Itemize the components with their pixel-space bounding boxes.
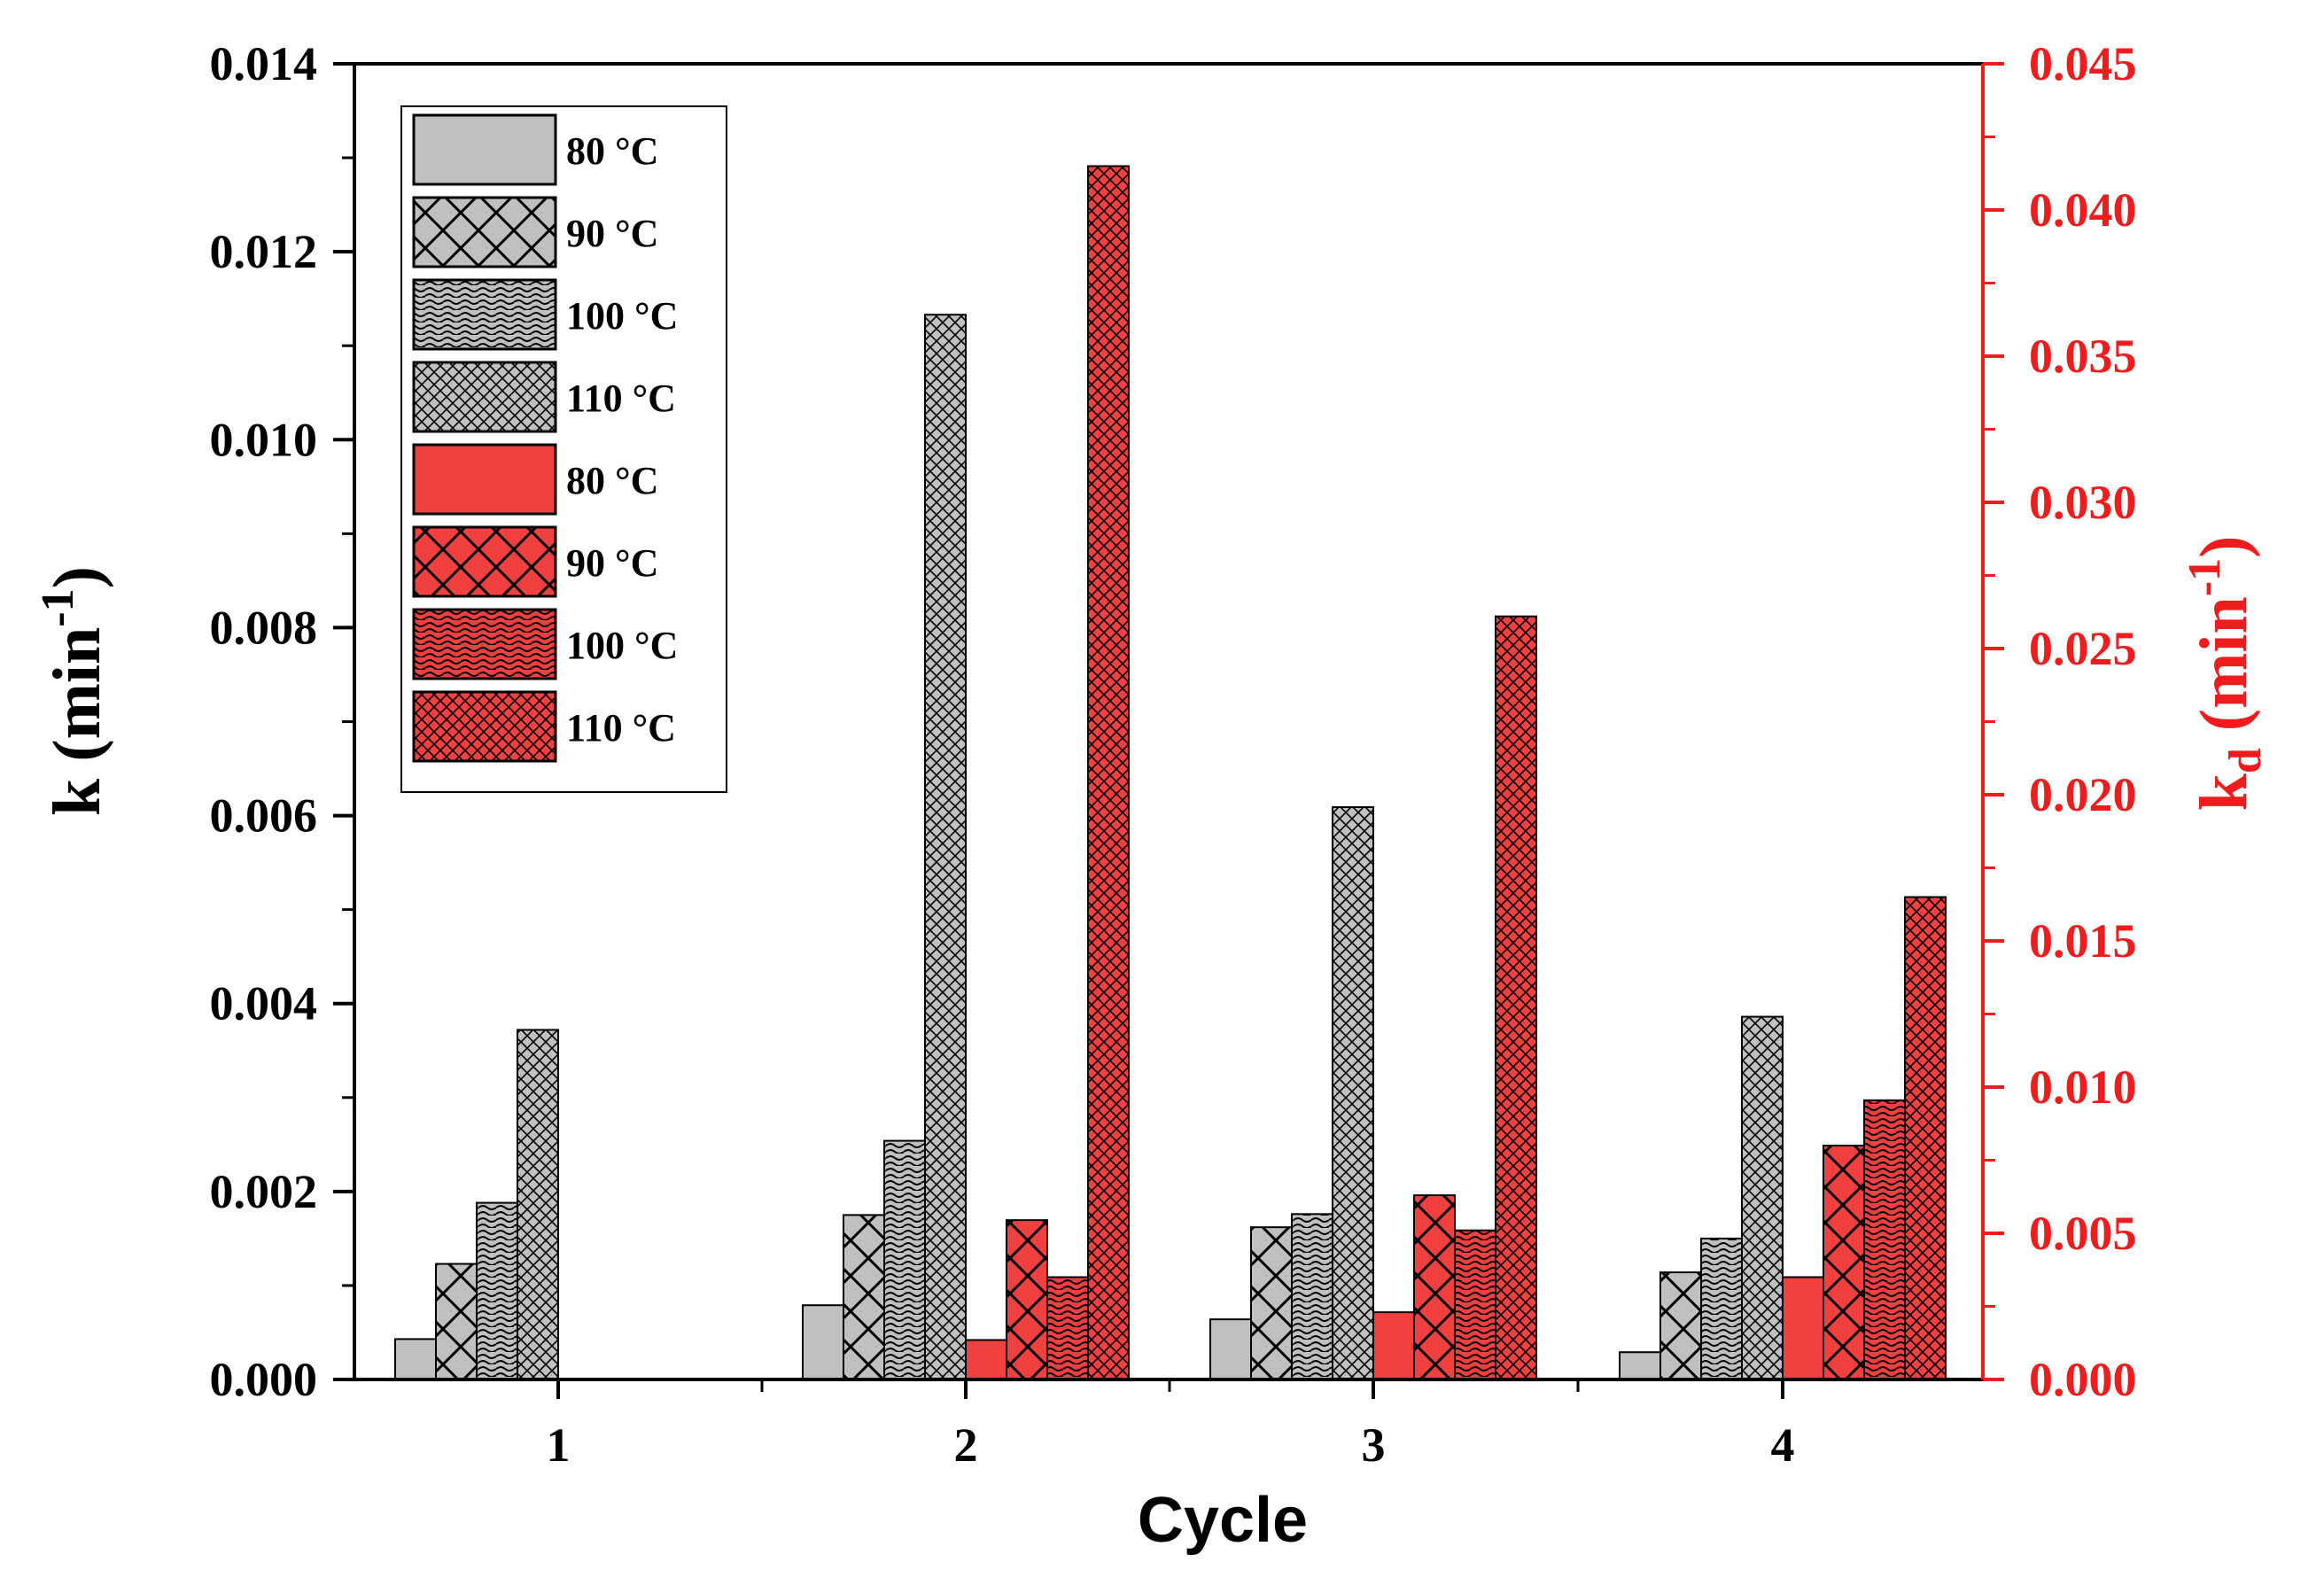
legend-label-0: 80 °C <box>566 129 658 173</box>
y-right-tick-label: 0.015 <box>2029 914 2137 967</box>
y-right-title-sub: d <box>2220 748 2271 773</box>
bar-pattern-s6-c2 <box>1455 1230 1496 1379</box>
y-right-tick-label: 0.000 <box>2029 1353 2137 1406</box>
bar-pattern-s3-c0 <box>517 1030 558 1379</box>
legend-swatch-outline-6 <box>412 608 557 680</box>
legend-swatch-pattern-7 <box>414 692 556 761</box>
bar-s4-c1 <box>966 1340 1007 1379</box>
legend-swatch-outline-1 <box>412 196 557 268</box>
y-right-title-mid: (min <box>2187 596 2261 748</box>
y-right-title-sup: -1 <box>2180 558 2230 596</box>
bar-pattern-s5-c1 <box>1007 1220 1047 1379</box>
bar-s4-c3 <box>1783 1277 1823 1379</box>
bar-pattern-s2-c1 <box>884 1140 925 1379</box>
bar-s0-c2 <box>1210 1319 1251 1379</box>
x-tick-label: 2 <box>954 1418 978 1472</box>
x-axis-title: Cycle <box>1138 1485 1308 1556</box>
y-axis-right-title: kd (min-1) <box>2180 536 2271 812</box>
legend-swatch-outline-5 <box>412 525 557 598</box>
bar-pattern-s2-c3 <box>1701 1238 1742 1379</box>
y-left-tick-label: 0.004 <box>210 977 318 1030</box>
legend-label-4: 80 °C <box>566 459 658 502</box>
legend-swatch-pattern-1 <box>414 198 556 267</box>
legend-label-1: 90 °C <box>566 212 658 255</box>
legend: 80 °C 90 °C 100 °C 110 °C 80 °C 90 °C 100 °C 11… <box>400 105 727 793</box>
y-left-tick-label: 0.008 <box>210 601 318 654</box>
bar-s0-c1 <box>803 1305 843 1379</box>
y-left-title-base: k (min <box>40 627 114 816</box>
bar-s0-c0 <box>395 1339 436 1379</box>
x-tick-label: 4 <box>1771 1418 1795 1472</box>
bar-pattern-s1-c0 <box>436 1263 477 1379</box>
y-left-tick-label: 0.000 <box>210 1353 318 1406</box>
y-left-tick-label: 0.002 <box>210 1165 318 1218</box>
bar-pattern-s2-c0 <box>477 1202 517 1379</box>
legend-swatch-outline-4 <box>412 443 557 516</box>
bar-pattern-s7-c2 <box>1496 616 1536 1379</box>
y-left-title-close: ) <box>40 566 114 588</box>
bar-pattern-s5-c2 <box>1414 1195 1455 1379</box>
bar-pattern-s6-c3 <box>1864 1100 1905 1379</box>
legend-swatch-outline-3 <box>412 361 557 433</box>
y-left-title-sup: -1 <box>33 588 83 626</box>
bar-s4-c2 <box>1373 1312 1414 1379</box>
y-right-tick-label: 0.025 <box>2029 622 2137 675</box>
y-right-title-close: ) <box>2187 536 2261 558</box>
bars-layer <box>394 165 1947 1381</box>
bar-pattern-s1-c3 <box>1660 1272 1701 1379</box>
y-right-tick-label: 0.045 <box>2029 37 2137 90</box>
legend-swatch-pattern-6 <box>414 610 556 679</box>
legend-label-6: 100 °C <box>566 624 678 667</box>
legend-swatch-outline-0 <box>412 113 557 186</box>
x-tick-label: 1 <box>547 1418 571 1472</box>
y-left-tick-label: 0.012 <box>210 225 318 278</box>
y-right-tick-label: 0.035 <box>2029 330 2137 383</box>
y-left-tick-label: 0.014 <box>210 37 318 90</box>
bar-pattern-s3-c1 <box>925 315 966 1380</box>
y-right-title-base: k <box>2187 773 2261 811</box>
bar-pattern-s2-c2 <box>1292 1214 1333 1379</box>
y-right-tick-label: 0.005 <box>2029 1207 2137 1260</box>
ticks-layer: 0.000 0.002 0.004 0.006 0.008 0.010 0.012 0.014… <box>210 37 2137 1472</box>
legend-label-7: 110 °C <box>566 706 676 750</box>
y-right-tick-label: 0.030 <box>2029 476 2137 529</box>
y-left-tick-label: 0.010 <box>210 413 318 466</box>
y-right-tick-label: 0.010 <box>2029 1061 2137 1114</box>
bar-pattern-s6-c1 <box>1047 1277 1088 1379</box>
legend-swatch-pattern-2 <box>414 280 556 349</box>
bar-pattern-s7-c1 <box>1088 166 1129 1379</box>
legend-label-2: 100 °C <box>566 294 678 338</box>
y-right-tick-label: 0.020 <box>2029 768 2137 821</box>
bar-pattern-s3-c3 <box>1742 1016 1783 1379</box>
legend-swatch-pattern-5 <box>414 527 556 596</box>
legend-swatch-0 <box>414 115 556 184</box>
legend-swatch-pattern-3 <box>414 362 556 431</box>
x-tick-label: 3 <box>1362 1418 1386 1472</box>
legend-swatch-outline-2 <box>412 278 557 351</box>
bar-pattern-s1-c1 <box>843 1215 884 1379</box>
y-right-tick-label: 0.040 <box>2029 183 2137 237</box>
legend-swatch-outline-7 <box>412 690 557 763</box>
y-axis-left-title: k (min-1) <box>33 566 114 816</box>
y-left-tick-label: 0.006 <box>210 789 318 843</box>
bar-pattern-s7-c3 <box>1905 897 1946 1379</box>
bar-s0-c3 <box>1620 1352 1660 1379</box>
legend-swatch-4 <box>414 445 556 514</box>
legend-label-3: 110 °C <box>566 377 676 420</box>
legend-label-5: 90 °C <box>566 541 658 585</box>
bar-pattern-s5-c3 <box>1823 1146 1864 1379</box>
bar-pattern-s3-c2 <box>1333 807 1373 1379</box>
bar-pattern-s1-c2 <box>1251 1227 1292 1379</box>
